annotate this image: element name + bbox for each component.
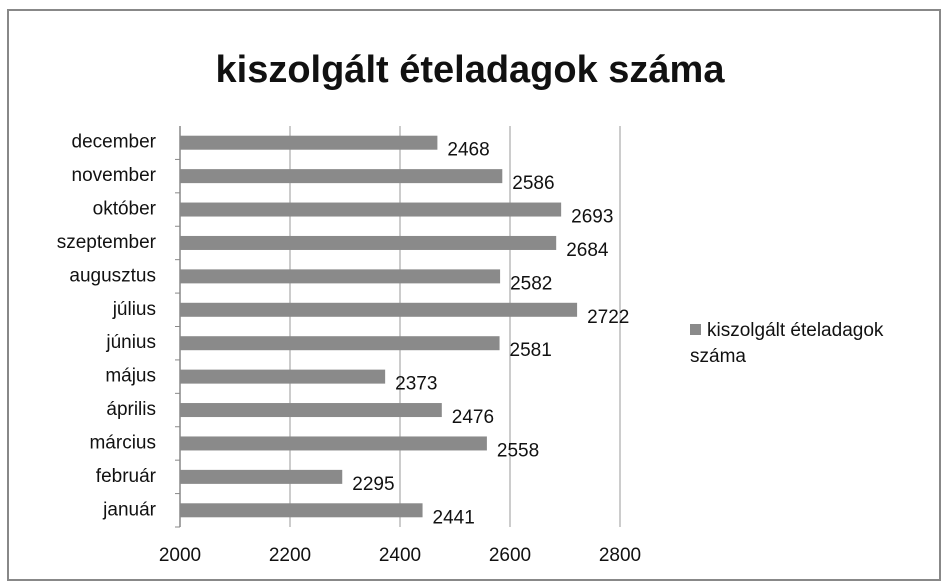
bar: [180, 235, 557, 250]
y-tick-label: május: [105, 366, 156, 387]
data-label: 2441: [433, 507, 475, 528]
bar: [180, 135, 438, 150]
bar: [180, 336, 500, 351]
y-tick-label: április: [106, 399, 156, 420]
data-label: 2586: [512, 173, 554, 194]
y-tick-label: január: [102, 499, 156, 520]
bar: [180, 169, 503, 184]
y-tick-label: november: [72, 165, 157, 186]
legend-label: kiszolgált ételadagok száma: [690, 320, 884, 367]
y-tick-label: október: [93, 199, 157, 220]
data-label: 2581: [510, 340, 552, 361]
chart-frame: [7, 9, 941, 581]
y-tick-label: március: [89, 432, 156, 453]
data-label: 2558: [497, 440, 539, 461]
y-tick-label: augusztus: [69, 265, 156, 286]
bar: [180, 269, 501, 284]
data-label: 2468: [447, 140, 489, 161]
data-label: 2476: [452, 407, 494, 428]
y-tick-label: június: [105, 332, 156, 353]
legend-swatch: [690, 324, 701, 335]
chart-title: kiszolgált ételadagok száma: [216, 49, 726, 91]
bar: [180, 469, 343, 484]
y-tick-label: szeptember: [57, 232, 157, 253]
data-label: 2582: [510, 273, 552, 294]
y-tick-label: december: [72, 132, 157, 153]
bar: [180, 302, 578, 317]
data-label: 2684: [566, 240, 609, 261]
data-label: 2295: [352, 474, 394, 495]
bar: [180, 403, 442, 418]
bar: [180, 202, 562, 217]
x-tick-label: 2800: [599, 545, 641, 566]
y-tick-label: július: [112, 299, 156, 320]
x-tick-label: 2200: [269, 545, 311, 566]
data-label: 2373: [395, 374, 437, 395]
data-label: 2693: [571, 207, 613, 228]
x-tick-label: 2400: [379, 545, 421, 566]
data-label: 2722: [587, 307, 629, 328]
bar: [180, 369, 386, 384]
bar: [180, 436, 487, 451]
x-tick-label: 2600: [489, 545, 531, 566]
legend: kiszolgált ételadagok száma: [690, 318, 940, 370]
x-tick-label: 2000: [159, 545, 201, 566]
bar: [180, 503, 423, 518]
y-tick-label: február: [96, 466, 157, 487]
